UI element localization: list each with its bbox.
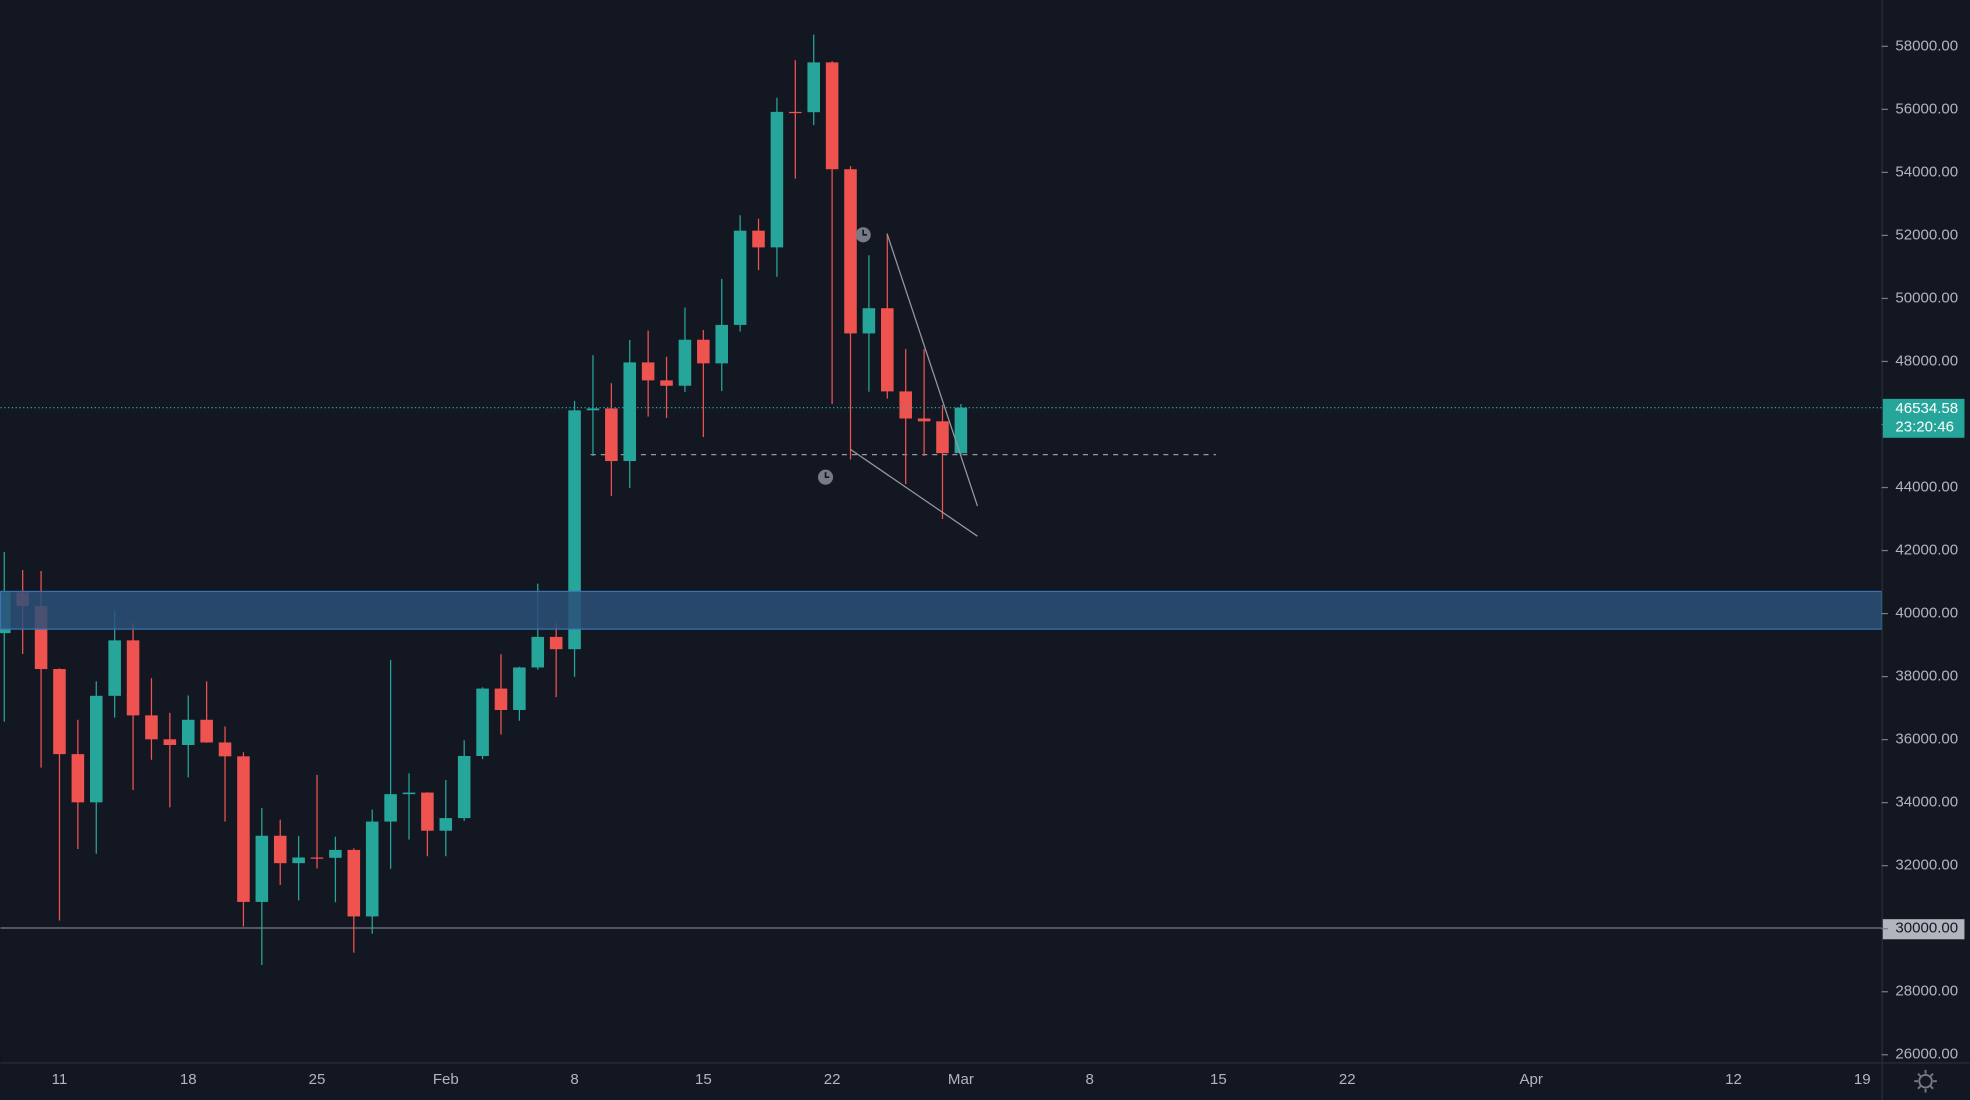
candle-body — [200, 719, 213, 743]
candle-body — [917, 418, 931, 422]
countdown-label: 23:20:46 — [1895, 419, 1954, 436]
drawings — [0, 453, 1882, 929]
y-tick-label: 48000.00 — [1895, 352, 1958, 369]
alarm-icon[interactable] — [817, 469, 834, 485]
y-tick-label: 28000.00 — [1895, 983, 1958, 1000]
candle-body — [641, 362, 655, 381]
settings-icon[interactable] — [1914, 1069, 1937, 1093]
candle-body — [660, 380, 673, 386]
y-tick-label: 54000.00 — [1895, 163, 1958, 180]
last-price-label: 46534.58 — [1895, 400, 1958, 417]
candle-body — [715, 324, 729, 364]
candle-body — [237, 756, 250, 902]
candle-body — [936, 421, 949, 454]
y-tick-label: 36000.00 — [1895, 731, 1958, 748]
y-tick-label: 26000.00 — [1895, 1046, 1958, 1063]
candle-body — [145, 715, 158, 740]
candle-body — [457, 756, 471, 819]
candle-body — [825, 62, 839, 170]
x-axis: 11 18 25 Feb 8 15 22 Mar 8 15 22 Apr 12 19 — [52, 1071, 1871, 1088]
y-tick-label: 58000.00 — [1895, 37, 1958, 54]
x-tick-label: 11 — [52, 1071, 68, 1088]
candle-body — [108, 640, 121, 696]
candle-body — [568, 410, 581, 650]
candle-body — [476, 688, 489, 757]
x-tick-label: 8 — [1085, 1071, 1093, 1088]
x-tick-label: 18 — [180, 1071, 197, 1088]
y-tick-label: 40000.00 — [1895, 605, 1958, 622]
x-tick-label: 22 — [1339, 1071, 1356, 1088]
y-tick-label: 50000.00 — [1895, 289, 1958, 306]
y-tick-label: 52000.00 — [1895, 226, 1958, 243]
candle-body — [365, 821, 379, 917]
candle-body — [531, 636, 545, 668]
y-tick-label: 38000.00 — [1895, 668, 1958, 685]
x-tick-label: 15 — [695, 1071, 712, 1088]
candle-body — [163, 739, 177, 745]
x-tick-label: 19 — [1854, 1071, 1871, 1088]
y-tick-label: 44000.00 — [1895, 479, 1958, 496]
candle-body — [862, 308, 876, 334]
trend-line — [850, 449, 978, 537]
candle-body — [292, 857, 305, 864]
candle-body — [126, 640, 140, 716]
x-tick-label: Feb — [433, 1071, 459, 1088]
price-axis[interactable] — [1882, 0, 1970, 1100]
candle-body — [89, 695, 103, 803]
candle-body — [954, 407, 968, 454]
candle-body — [623, 362, 637, 462]
candle-body — [586, 408, 600, 411]
candles — [0, 34, 1882, 965]
x-tick-label: Mar — [948, 1071, 974, 1088]
candle-body — [71, 754, 85, 803]
candle-body — [752, 230, 765, 248]
candle-body — [881, 308, 894, 392]
candle-body — [789, 111, 802, 114]
trend-line — [886, 233, 979, 507]
time-axis[interactable] — [0, 1063, 1970, 1100]
level-label-box — [1882, 919, 1965, 940]
x-tick-label: 22 — [824, 1071, 841, 1088]
y-tick-label: 32000.00 — [1895, 857, 1958, 874]
candle-body — [439, 818, 453, 831]
candle-body — [549, 636, 563, 650]
y-tick-label: 42000.00 — [1895, 542, 1958, 559]
candle-body — [899, 391, 912, 419]
candle-body — [513, 667, 526, 711]
candle-body — [218, 742, 232, 757]
y-tick-label: 56000.00 — [1895, 100, 1958, 117]
candle-body — [678, 339, 692, 386]
candle-body — [310, 857, 324, 859]
candle-body — [697, 339, 710, 364]
candle-body — [329, 849, 342, 858]
zone — [0, 590, 1883, 630]
candle-body — [255, 835, 269, 902]
y-tick-label: 34000.00 — [1895, 794, 1958, 811]
x-tick-label: 25 — [309, 1071, 326, 1088]
x-tick-label: 15 — [1210, 1071, 1227, 1088]
candle-body — [770, 111, 784, 248]
x-tick-label: 8 — [570, 1071, 578, 1088]
alarm-icon[interactable] — [855, 227, 871, 243]
last-price-box — [1882, 398, 1965, 438]
candle-body — [733, 230, 747, 325]
candle-body — [844, 169, 857, 334]
candle-body — [421, 792, 434, 831]
candle-body — [273, 835, 287, 864]
y-tick-label: 30000.00 — [1895, 920, 1958, 937]
candle-body — [605, 408, 618, 462]
candle-body — [402, 792, 416, 795]
candle-body — [181, 719, 195, 745]
x-tick-label: Apr — [1519, 1071, 1542, 1088]
x-tick-label: 12 — [1725, 1071, 1742, 1088]
candle-body — [807, 62, 820, 113]
candle-body — [494, 688, 508, 711]
candle-body — [53, 669, 66, 755]
candle-body — [347, 849, 361, 917]
candle-body — [384, 794, 397, 822]
